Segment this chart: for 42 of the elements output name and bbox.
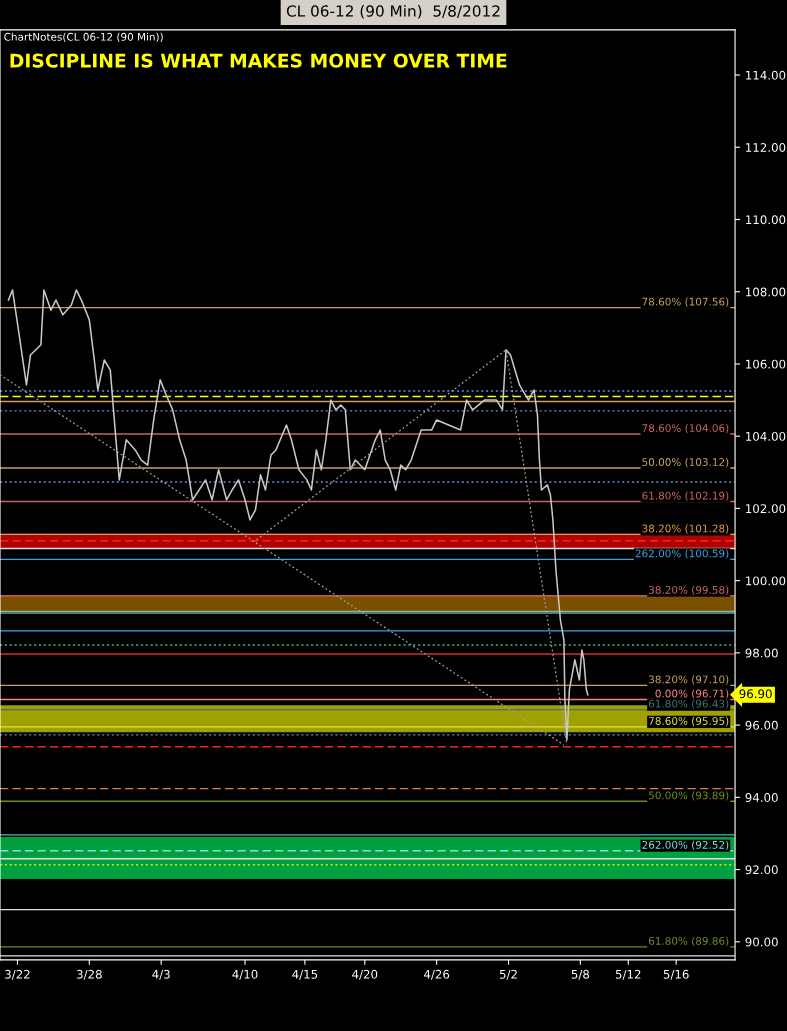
x-tick-label: 4/3 [152,969,170,980]
y-tick-label: 112.00 [746,143,786,152]
ref-line-label: 78.60% (104.06) [642,423,729,434]
x-tick-label: 5/16 [663,969,689,980]
x-tick-label: 5/8 [571,969,590,980]
ref-line-label: 78.60% (95.95) [649,716,729,727]
y-tick-label: 108.00 [746,287,786,297]
ref-line-label: 50.00% (93.89) [649,791,729,801]
ref-line-label: 262.00% (92.52) [642,840,729,850]
y-tick-label: 92.00 [745,865,778,875]
ref-line-label: 38.20% (99.58) [648,585,729,596]
ref-line-label: 61.80% (102.19) [642,491,729,501]
ref-line-label: 78.60% (107.56) [642,297,729,307]
ref-line-label: 0.00% (96.71) [655,689,729,699]
x-tick-label: 4/15 [292,969,318,980]
x-tick-label: 3/28 [76,969,102,980]
y-tick-label: 110.00 [746,215,786,225]
x-tick-label: 3/22 [5,969,30,980]
x-tick-label: 5/2 [499,969,517,980]
x-tick-label: 4/26 [423,969,450,980]
text: 96.90 [739,689,772,699]
x-tick-label: 4/10 [232,969,258,980]
annotation: DISCIPLINE IS WHAT MAKES MONEY OVER TIME [10,53,507,68]
x-tick-label: 4/20 [352,969,378,980]
chart-title: CL 06-12 (90 Min) 5/8/2012 [286,4,500,19]
y-tick-label: 98.00 [745,648,778,658]
ref-line-label: 38.20% (97.10) [648,675,729,685]
ref-line-label: 262.00% (100.59) [635,549,729,559]
ref-line-label: 61.80% (96.43) [648,699,729,709]
y-tick-label: 94.00 [745,793,778,802]
y-tick-label: 90.00 [745,937,778,947]
y-tick-label: 102.00 [746,504,786,514]
y-tick-label: 100.00 [746,576,786,586]
y-tick-label: 96.00 [745,720,778,730]
y-tick-label: 106.00 [746,359,786,369]
x-tick-label: 5/12 [615,969,641,980]
ref-line-label: 50.00% (103.12) [642,457,729,468]
y-tick-label: 114.00 [746,70,786,80]
y-tick-label: 104.00 [746,431,786,441]
ref-line-label: 61.80% (89.86) [648,936,729,947]
chart-subtitle: ChartNotes(CL 06-12 (90 Min)) [4,32,163,42]
ref-line-label: 38.20% (101.28) [642,524,729,534]
